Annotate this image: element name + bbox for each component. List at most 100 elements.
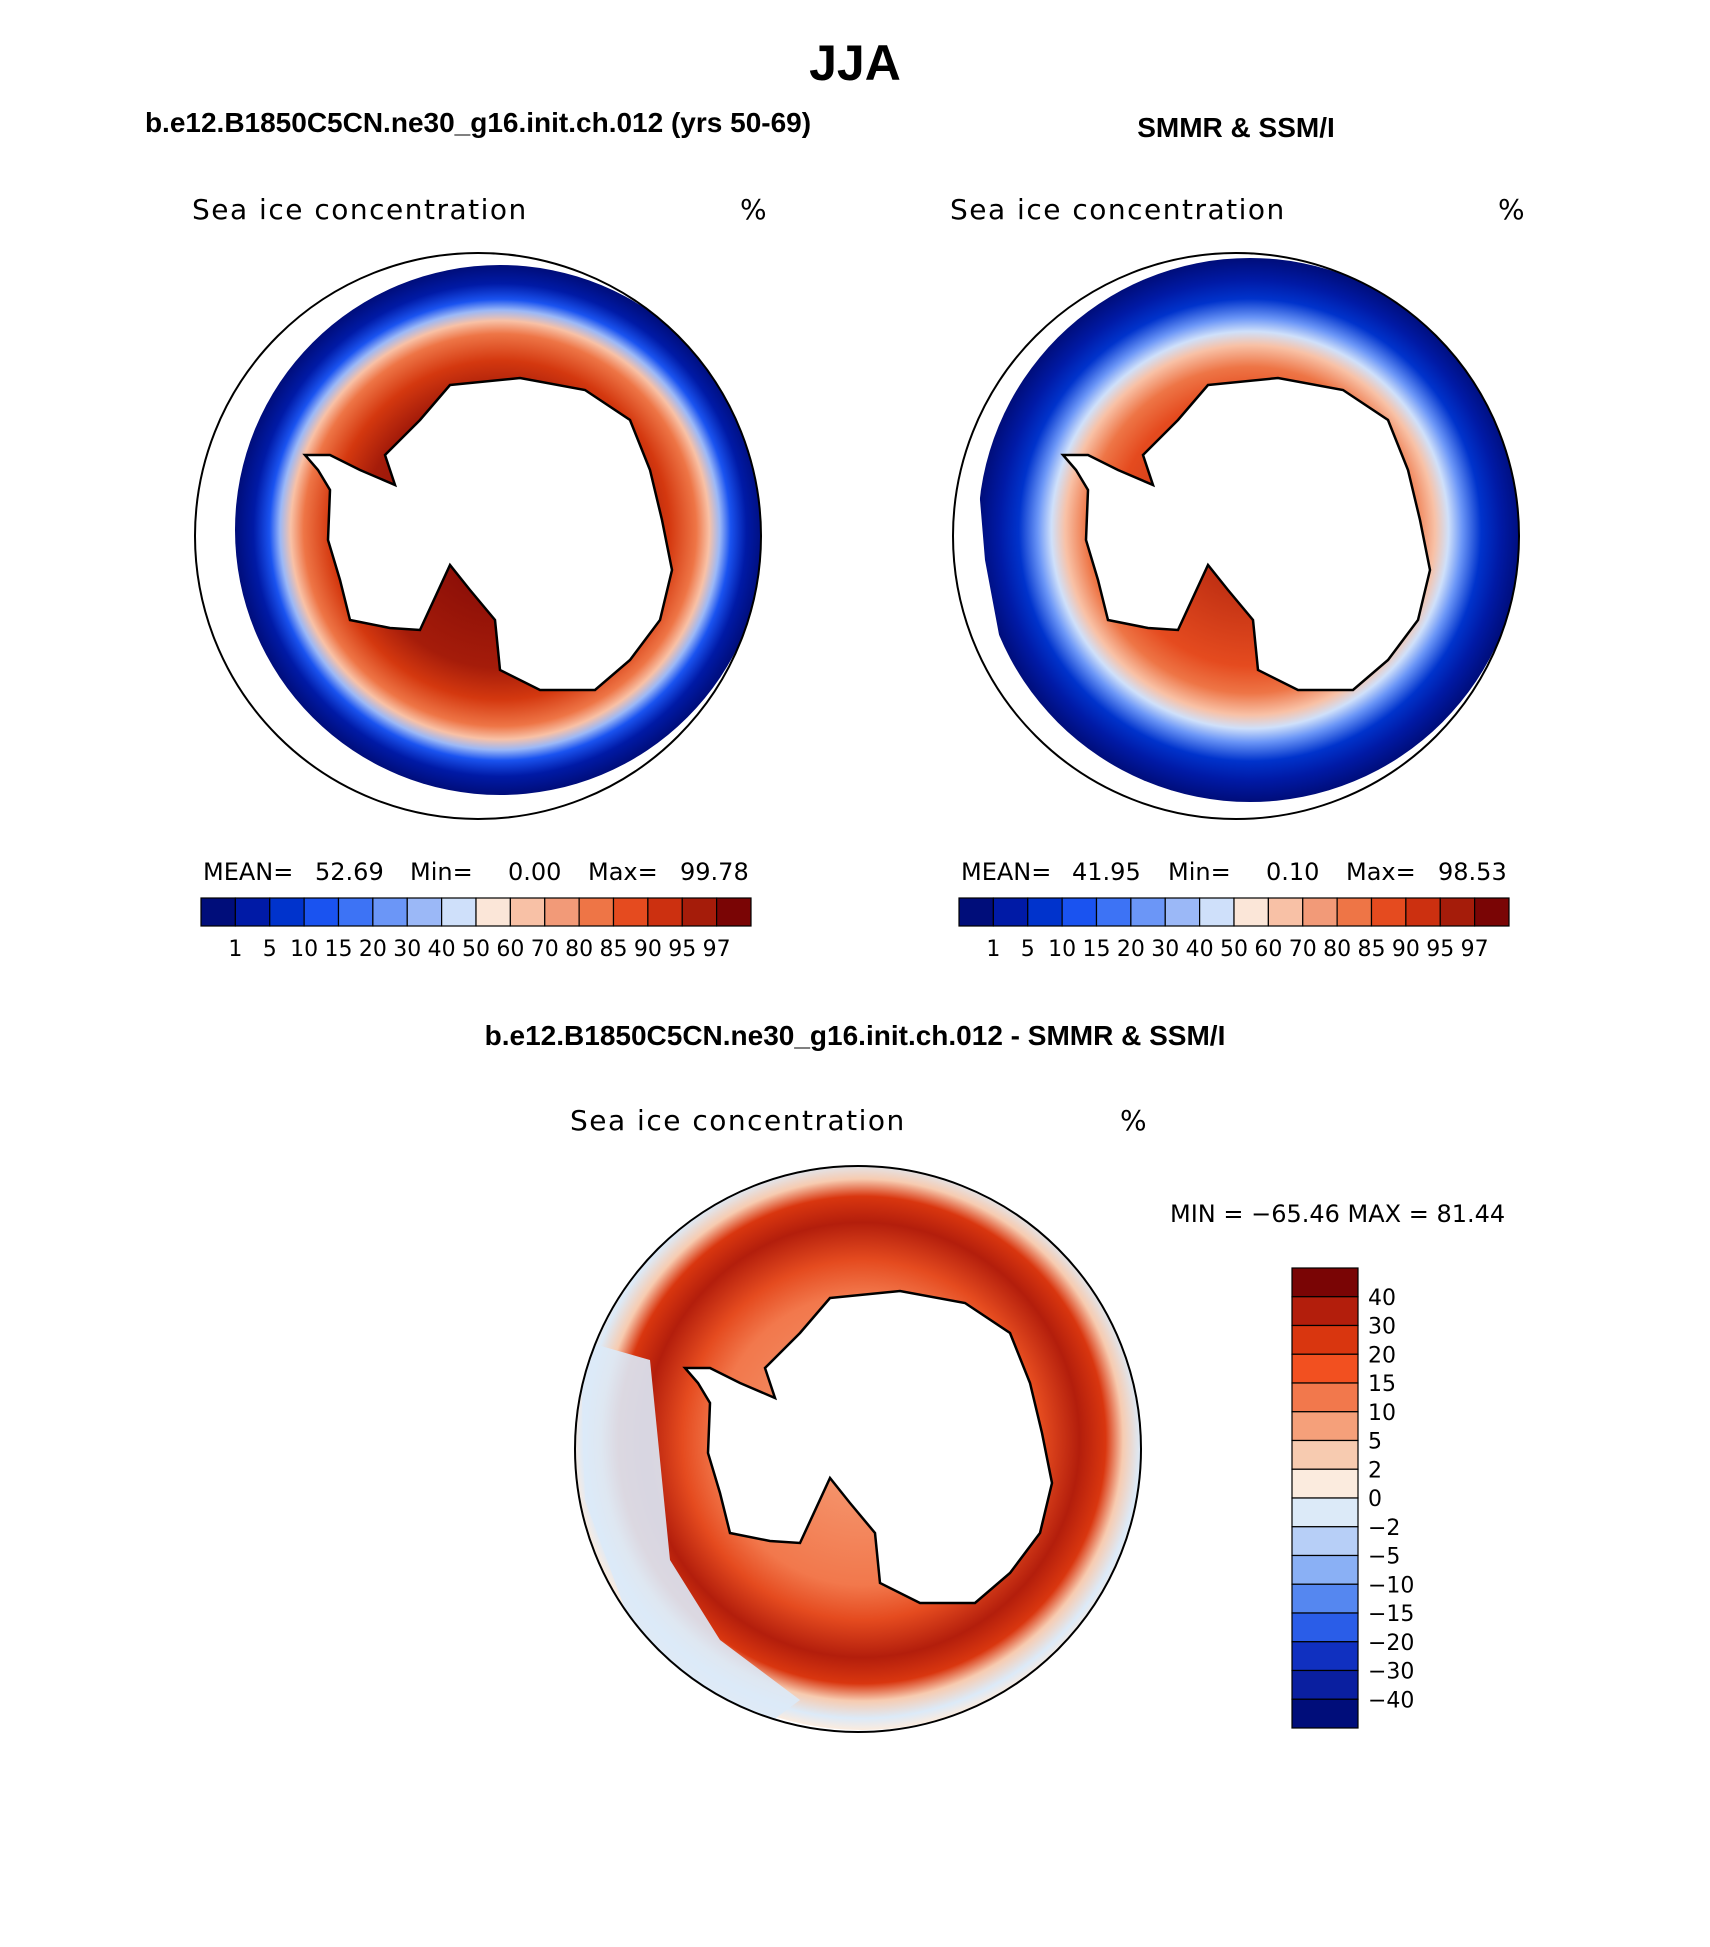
diff-colorbar-swatch bbox=[1291, 1612, 1359, 1643]
obs-colorbar-tick-label: 5 bbox=[1021, 937, 1035, 962]
obs-panel: SMMR & SSM/I Sea ice concentration % MEA… bbox=[950, 112, 1525, 962]
model-colorbar-swatch bbox=[544, 897, 580, 927]
obs-stats: MEAN= 41.95 Min= 0.10 Max= 98.53 bbox=[961, 858, 1507, 886]
diff-polar-map bbox=[574, 1165, 1142, 1733]
diff-colorbar-swatch bbox=[1291, 1641, 1359, 1672]
model-max-value: 99.78 bbox=[680, 858, 749, 886]
model-colorbar-tick-label: 1 bbox=[228, 937, 242, 962]
obs-colorbar-tick-label: 97 bbox=[1461, 937, 1489, 962]
model-map-border bbox=[194, 252, 762, 820]
diff-colorbar-tick-label: 40 bbox=[1368, 1286, 1396, 1311]
model-colorbar-swatch bbox=[372, 897, 408, 927]
obs-colorbar-swatch bbox=[1233, 897, 1269, 927]
obs-polar-map bbox=[952, 252, 1520, 820]
diff-colorbar-tick-label: −10 bbox=[1368, 1573, 1414, 1598]
obs-colorbar-swatch bbox=[1439, 897, 1476, 927]
obs-variable-label: Sea ice concentration bbox=[950, 193, 1286, 226]
obs-colorbar-tick-label: 80 bbox=[1323, 937, 1351, 962]
obs-colorbar: 1 5 10 15 20 30 40 50 60 70 80 85 90 95 97 bbox=[958, 897, 1510, 962]
model-stats: MEAN= 52.69 Min= 0.00 Max= 99.78 bbox=[203, 858, 749, 886]
model-colorbar-swatch bbox=[337, 897, 374, 927]
model-colorbar-swatch bbox=[200, 897, 236, 927]
diff-panel-title: b.e12.B1850C5CN.ne30_g16.init.ch.012 - S… bbox=[485, 1020, 1226, 1051]
obs-panel-title: SMMR & SSM/I bbox=[1137, 112, 1335, 143]
model-polar-map bbox=[194, 252, 762, 820]
model-colorbar-swatch bbox=[681, 897, 718, 927]
model-colorbar-tick-label: 15 bbox=[325, 937, 353, 962]
obs-colorbar-swatch bbox=[1061, 897, 1098, 927]
model-colorbar-swatch bbox=[406, 897, 443, 927]
model-units-label: % bbox=[740, 193, 767, 226]
model-variable-label: Sea ice concentration bbox=[192, 193, 528, 226]
model-colorbar-tick-label: 10 bbox=[290, 937, 318, 962]
obs-colorbar-tick-label: 70 bbox=[1289, 937, 1317, 962]
obs-colorbar-swatch bbox=[1302, 897, 1338, 927]
diff-colorbar-tick-label: −15 bbox=[1368, 1602, 1414, 1627]
obs-mean-label: MEAN= bbox=[961, 858, 1051, 886]
model-colorbar-swatch bbox=[475, 897, 511, 927]
model-panel-title: b.e12.B1850C5CN.ne30_g16.init.ch.012 (yr… bbox=[145, 107, 811, 138]
diff-colorbar-tick-label: 5 bbox=[1368, 1430, 1382, 1455]
obs-max-label: Max= bbox=[1346, 858, 1416, 886]
obs-max-value: 98.53 bbox=[1438, 858, 1507, 886]
model-colorbar-tick-label: 20 bbox=[359, 937, 387, 962]
figure-title: JJA bbox=[809, 35, 901, 91]
model-max-label: Max= bbox=[588, 858, 658, 886]
obs-colorbar-swatch bbox=[1164, 897, 1201, 927]
diff-minmax-text: MIN = −65.46 MAX = 81.44 bbox=[1170, 1200, 1505, 1228]
obs-colorbar-swatch bbox=[1095, 897, 1132, 927]
obs-colorbar-swatch bbox=[1267, 897, 1304, 927]
model-min-label: Min= bbox=[410, 858, 473, 886]
model-colorbar-tick-label: 30 bbox=[393, 937, 421, 962]
obs-colorbar-tick-label: 1 bbox=[986, 937, 1000, 962]
model-mean-label: MEAN= bbox=[203, 858, 293, 886]
obs-colorbar-swatch bbox=[1027, 897, 1063, 927]
model-colorbar-swatch bbox=[509, 897, 546, 927]
model-colorbar-swatch bbox=[269, 897, 305, 927]
model-colorbar-tick-label: 40 bbox=[428, 937, 456, 962]
obs-colorbar-swatch bbox=[1336, 897, 1373, 927]
obs-antarctica-landmass bbox=[1060, 376, 1432, 692]
diff-colorbar-tick-label: 2 bbox=[1368, 1458, 1382, 1483]
diff-panel: b.e12.B1850C5CN.ne30_g16.init.ch.012 - S… bbox=[485, 1020, 1505, 1733]
obs-colorbar-tick-label: 90 bbox=[1392, 937, 1420, 962]
diff-map-border bbox=[574, 1165, 1142, 1733]
obs-colorbar-tick-label: 50 bbox=[1220, 937, 1248, 962]
diff-colorbar-tick-label: 30 bbox=[1368, 1315, 1396, 1340]
obs-map-border bbox=[952, 252, 1520, 820]
model-colorbar: 1 5 10 15 20 30 40 50 60 70 80 85 90 95 97 bbox=[200, 897, 752, 962]
diff-variable-label: Sea ice concentration bbox=[570, 1104, 906, 1137]
model-colorbar-tick-label: 97 bbox=[703, 937, 731, 962]
obs-colorbar-tick-label: 85 bbox=[1358, 937, 1386, 962]
model-colorbar-tick-label: 5 bbox=[263, 937, 277, 962]
model-colorbar-tick-label: 60 bbox=[496, 937, 524, 962]
obs-mean-value: 41.95 bbox=[1072, 858, 1141, 886]
model-antarctica-landmass bbox=[302, 376, 674, 692]
diff-colorbar-swatch bbox=[1291, 1324, 1359, 1355]
model-colorbar-swatch bbox=[234, 897, 271, 927]
diff-colorbar-swatch bbox=[1291, 1526, 1359, 1557]
obs-units-label: % bbox=[1498, 193, 1525, 226]
diff-colorbar-tick-label: −2 bbox=[1368, 1516, 1400, 1541]
diff-colorbar-tick-label: 10 bbox=[1368, 1401, 1396, 1426]
diff-colorbar-tick-label: −30 bbox=[1368, 1660, 1414, 1685]
diff-colorbar-tick-label: 20 bbox=[1368, 1343, 1396, 1368]
diff-colorbar-swatch bbox=[1291, 1296, 1359, 1327]
model-mean-value: 52.69 bbox=[315, 858, 384, 886]
model-colorbar-swatch bbox=[578, 897, 615, 927]
diff-colorbar-swatch bbox=[1291, 1669, 1359, 1700]
model-panel: b.e12.B1850C5CN.ne30_g16.init.ch.012 (yr… bbox=[145, 107, 811, 962]
diff-colorbar-swatch bbox=[1291, 1382, 1359, 1413]
obs-colorbar-tick-label: 40 bbox=[1186, 937, 1214, 962]
model-colorbar-swatch bbox=[716, 897, 752, 927]
obs-colorbar-swatch bbox=[1405, 897, 1441, 927]
obs-colorbar-swatch bbox=[1130, 897, 1166, 927]
model-colorbar-swatch bbox=[303, 897, 340, 927]
model-colorbar-tick-label: 90 bbox=[634, 937, 662, 962]
obs-colorbar-tick-label: 20 bbox=[1117, 937, 1145, 962]
diff-antarctica-landmass bbox=[682, 1289, 1054, 1605]
model-colorbar-tick-label: 50 bbox=[462, 937, 490, 962]
diff-colorbar-swatch bbox=[1291, 1439, 1359, 1470]
diff-colorbar-tick-label: 15 bbox=[1368, 1372, 1396, 1397]
